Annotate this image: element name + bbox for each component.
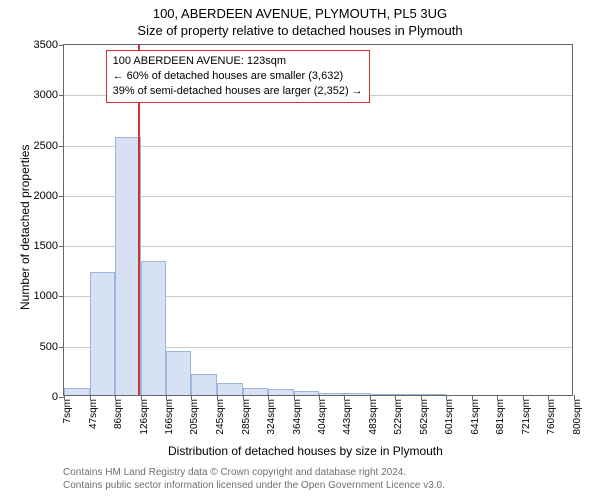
histogram-bar [90, 272, 115, 395]
footer-line1: Contains HM Land Registry data © Crown c… [63, 466, 445, 479]
x-tick-label: 324sqm [266, 399, 277, 435]
histogram-bar [294, 391, 320, 395]
histogram-bar [268, 389, 294, 395]
chart-title-line1: 100, ABERDEEN AVENUE, PLYMOUTH, PL5 3UG [0, 0, 600, 21]
x-tick-label: 721sqm [521, 399, 532, 435]
x-tick-label: 483sqm [368, 399, 379, 435]
x-tick-label: 364sqm [292, 399, 303, 435]
footer-line2: Contains public sector information licen… [63, 479, 445, 492]
x-tick-label: 245sqm [215, 399, 226, 435]
x-tick-label: 641sqm [470, 399, 481, 435]
y-tick-mark [59, 45, 64, 46]
x-tick-label: 800sqm [572, 399, 583, 435]
x-tick-label: 681sqm [495, 399, 506, 435]
histogram-bar [319, 393, 344, 396]
x-tick-label: 443sqm [342, 399, 353, 435]
x-tick-label: 601sqm [444, 399, 455, 435]
x-tick-label: 166sqm [164, 399, 175, 435]
chart-container: 100, ABERDEEN AVENUE, PLYMOUTH, PL5 3UG … [0, 0, 600, 500]
x-tick-label: 562sqm [419, 399, 430, 435]
x-tick-label: 7sqm [62, 399, 73, 423]
histogram-bar [64, 388, 90, 395]
histogram-bar [344, 393, 370, 395]
chart-title-line2: Size of property relative to detached ho… [0, 21, 600, 38]
y-tick-mark [59, 246, 64, 247]
annotation-line1: 100 ABERDEEN AVENUE: 123sqm [113, 54, 363, 69]
y-tick-mark [59, 347, 64, 348]
histogram-bar [421, 394, 446, 395]
y-tick-mark [59, 296, 64, 297]
x-tick-label: 86sqm [113, 399, 124, 429]
x-tick-label: 760sqm [546, 399, 557, 435]
annotation-box: 100 ABERDEEN AVENUE: 123sqm← 60% of deta… [106, 50, 370, 103]
y-tick-mark [59, 146, 64, 147]
histogram-bar [395, 394, 421, 395]
x-tick-label: 285sqm [241, 399, 252, 435]
histogram-bar [370, 394, 395, 395]
y-axis-title: Number of detached properties [18, 145, 32, 310]
plot-area: 05001000150020002500300035007sqm47sqm86s… [63, 44, 573, 396]
y-tick-mark [59, 196, 64, 197]
x-tick-label: 126sqm [139, 399, 150, 435]
histogram-bar [217, 383, 243, 395]
x-tick-label: 205sqm [189, 399, 200, 435]
annotation-line3: 39% of semi-detached houses are larger (… [113, 84, 363, 99]
annotation-line2: ← 60% of detached houses are smaller (3,… [113, 69, 363, 84]
y-tick-mark [59, 95, 64, 96]
histogram-bar [141, 261, 167, 395]
histogram-bar [166, 351, 191, 395]
histogram-bar [191, 374, 217, 395]
x-tick-label: 47sqm [88, 399, 99, 429]
x-axis-title: Distribution of detached houses by size … [168, 444, 443, 458]
histogram-bar [243, 388, 268, 395]
x-tick-label: 522sqm [393, 399, 404, 435]
footer-attribution: Contains HM Land Registry data © Crown c… [63, 466, 445, 492]
x-tick-label: 404sqm [317, 399, 328, 435]
